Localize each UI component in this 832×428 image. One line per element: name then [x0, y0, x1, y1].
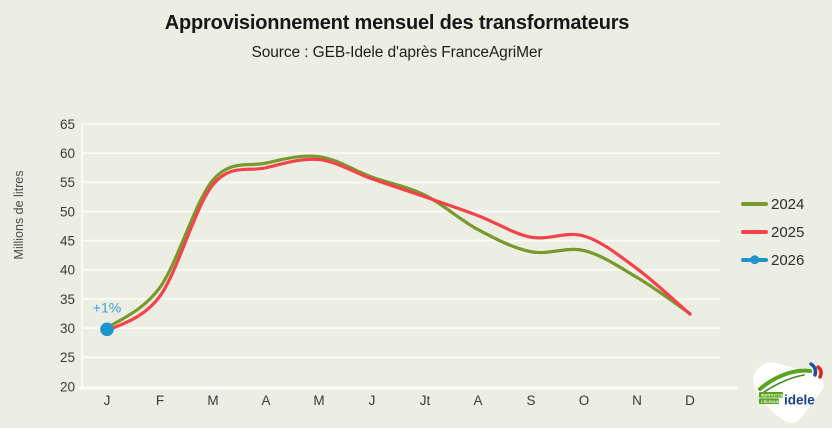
x-tick-label-8: S	[526, 393, 535, 408]
x-tick-label-5: J	[369, 393, 376, 408]
y-tick-label-65: 65	[60, 117, 75, 132]
y-tick-label-45: 45	[60, 233, 75, 248]
legend-dot-2026-icon	[749, 255, 760, 265]
legend-label-2024: 2024	[771, 195, 805, 213]
x-tick-label-1: F	[156, 393, 164, 408]
legend-item-2026: 2026	[741, 246, 804, 274]
legend: 2024 2025 2026	[741, 190, 804, 274]
y-tick-label-30: 30	[60, 321, 75, 336]
y-tick-label-20: 20	[60, 379, 75, 394]
series-line-2025	[105, 157, 692, 333]
y-axis-title: Millions de litres	[12, 170, 26, 260]
logo-shield-shape	[753, 362, 824, 424]
y-tick-label-50: 50	[60, 204, 75, 219]
logo-flag-blue-icon	[809, 362, 818, 377]
x-tick-label-10: N	[632, 393, 642, 408]
x-tick-label-3: A	[261, 393, 270, 408]
legend-item-2025: 2025	[741, 218, 804, 246]
chart-title: Approvisionnement mensuel des transforma…	[164, 12, 630, 34]
logo-org-text-1: INSTITUT DE	[761, 394, 784, 398]
logo-org-text-2: L'ÉLEVAGE	[761, 399, 782, 404]
logo-org-chip-2	[759, 398, 779, 404]
x-tick-label-2: M	[207, 393, 218, 408]
logo-swoosh-icon	[758, 368, 812, 391]
logo-swoosh-echo-icon	[763, 374, 805, 393]
y-tick-label-55: 55	[60, 175, 75, 190]
legend-item-2024: 2024	[741, 190, 804, 218]
annotation-label: +1%	[93, 299, 121, 315]
x-tick-label-6: Jt	[420, 393, 431, 408]
x-tick-label-9: O	[579, 393, 590, 408]
legend-line-dot-2026-icon	[741, 255, 768, 265]
legend-label-2026: 2026	[771, 251, 805, 269]
series-line-2024	[105, 154, 692, 330]
legend-line-2024-icon	[741, 202, 768, 206]
legend-line-2025-icon	[741, 230, 768, 234]
y-tick-label-25: 25	[60, 350, 75, 365]
x-tick-label-4: M	[313, 393, 324, 408]
idele-logo: INSTITUT DE L'ÉLEVAGE idele	[753, 362, 824, 424]
chart-subtitle: Source : GEB-Idele d'après FranceAgriMer	[251, 44, 543, 61]
chart-header: Approvisionnement mensuel des transforma…	[0, 0, 794, 62]
y-tick-label-60: 60	[60, 146, 75, 161]
x-tick-label-11: D	[685, 393, 695, 408]
y-tick-label-40: 40	[60, 263, 75, 278]
legend-label-2025: 2025	[771, 223, 805, 241]
x-tick-label-7: A	[473, 393, 482, 408]
series-point-2026	[100, 322, 114, 337]
logo-org-chip-1	[759, 392, 783, 398]
logo-flag-red-icon	[816, 365, 823, 379]
y-tick-label-35: 35	[60, 292, 75, 307]
x-tick-label-0: J	[104, 393, 111, 408]
logo-brand-text: idele	[784, 393, 815, 408]
